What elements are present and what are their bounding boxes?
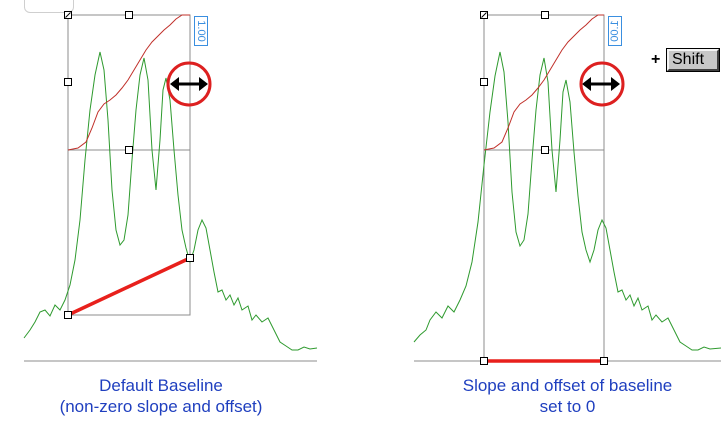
right-caption-line2: set to 0	[539, 397, 596, 416]
horizontal-resize-icon[interactable]	[170, 77, 208, 91]
right-handle-mid[interactable]	[541, 146, 549, 154]
right-handle-left[interactable]	[480, 78, 488, 86]
left-handle-mid[interactable]	[125, 146, 133, 154]
left-panel	[23, 11, 318, 362]
modifier-plus-sign: +	[651, 51, 661, 68]
left-selection-frame	[67, 14, 191, 316]
left-caption-line2: (non-zero slope and offset)	[59, 397, 263, 416]
horizontal-resize-icon[interactable]	[582, 77, 620, 91]
right-value-tag-text: 1.00	[609, 20, 621, 42]
right-value-tag: 1.00	[608, 16, 622, 46]
right-signal-trace	[413, 51, 721, 351]
left-handle-left[interactable]	[64, 78, 72, 86]
right-caption: Slope and offset of baseline set to 0	[414, 375, 721, 417]
right-handle-baseline-start[interactable]	[480, 357, 488, 365]
right-cumulative-curve	[483, 14, 604, 151]
right-handle-rotate[interactable]	[480, 11, 488, 19]
left-handle-rotate[interactable]	[64, 11, 72, 19]
left-signal-trace	[23, 51, 318, 351]
left-handle-baseline-end[interactable]	[186, 254, 194, 262]
left-baseline	[67, 256, 191, 317]
left-value-tag: 1.00	[194, 16, 208, 46]
left-cumulative-curve	[67, 14, 190, 151]
left-caption-line1: Default Baseline	[99, 376, 223, 395]
left-handle-baseline-start[interactable]	[64, 311, 72, 319]
right-panel	[413, 11, 721, 365]
red-circle-highlight	[579, 61, 625, 107]
right-selection-frame	[483, 14, 605, 362]
left-value-tag-text: 1.00	[195, 20, 207, 42]
red-circle-highlight	[166, 61, 212, 107]
shift-key-icon: Shift	[666, 48, 720, 72]
right-caption-line1: Slope and offset of baseline	[462, 376, 673, 395]
corner-decoration	[24, 0, 74, 13]
left-caption: Default Baseline (non-zero slope and off…	[0, 375, 322, 417]
right-handle-top[interactable]	[541, 11, 549, 19]
left-handle-top[interactable]	[125, 11, 133, 19]
right-handle-baseline-end[interactable]	[600, 357, 608, 365]
